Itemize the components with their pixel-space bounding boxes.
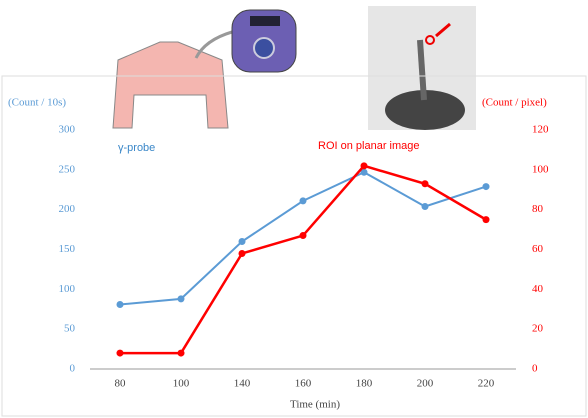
x-tick-label: 220 <box>478 378 495 390</box>
chart-frame <box>2 76 586 416</box>
legend-label: ROI on planar image <box>318 140 420 152</box>
data-point <box>422 203 429 210</box>
y-tick-label: 250 <box>59 163 76 175</box>
y2-tick-label: 40 <box>532 283 544 295</box>
y2-tick-label: 80 <box>532 203 544 215</box>
chart: (Count / 10s) (Count / pixel) Time (min)… <box>0 0 588 418</box>
y2-tick-label: 0 <box>532 363 538 375</box>
data-point <box>300 232 307 239</box>
y-tick-label: 100 <box>59 283 76 295</box>
data-point <box>178 350 185 357</box>
y-tick-label: 200 <box>59 203 76 215</box>
y2-tick-label: 120 <box>532 124 549 136</box>
y-tick-label: 0 <box>70 363 76 375</box>
series-line <box>120 166 486 353</box>
x-tick-label: 100 <box>173 378 190 390</box>
y2-tick-label: 20 <box>532 323 544 335</box>
data-point <box>239 238 246 245</box>
data-point <box>117 301 124 308</box>
y2-tick-label: 100 <box>532 163 549 175</box>
x-tick-label: 80 <box>115 378 127 390</box>
x-tick-label: 180 <box>356 378 373 390</box>
y2-axis-title: (Count / pixel) <box>482 97 547 109</box>
x-tick-label: 140 <box>234 378 251 390</box>
y-tick-label: 300 <box>59 124 76 136</box>
x-tick-label: 160 <box>295 378 312 390</box>
illustration <box>113 6 476 130</box>
y-tick-label: 50 <box>64 323 76 335</box>
y2-tick-label: 60 <box>532 243 544 255</box>
legend-label: γ-probe <box>118 142 155 154</box>
y-axis-title: (Count / 10s) <box>8 97 66 109</box>
data-point <box>483 216 490 223</box>
x-tick-label: 200 <box>417 378 434 390</box>
data-point <box>178 295 185 302</box>
data-point <box>483 183 490 190</box>
data-point <box>239 250 246 257</box>
data-point <box>422 180 429 187</box>
data-point <box>117 350 124 357</box>
x-axis-title: Time (min) <box>290 399 340 411</box>
y-tick-label: 150 <box>59 243 76 255</box>
data-point <box>361 162 368 169</box>
data-point <box>300 197 307 204</box>
